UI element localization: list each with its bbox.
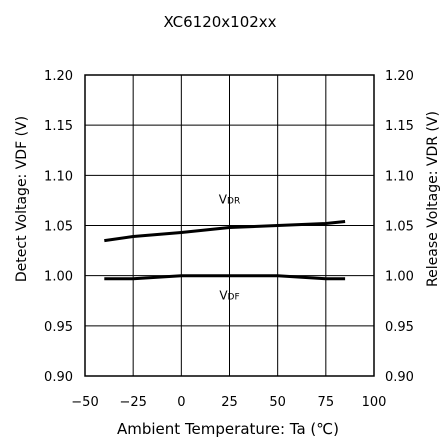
series-line-vdr [104,220,346,243]
plot-area: −50 −25 0 25 50 75 100 1.20 1.15 1.10 1.05 1.00 0.95… [44,69,414,410]
series-label-vdf: VDF [219,289,239,303]
y-tick-label-right: 1.10 [385,169,414,184]
x-tick-label: 25 [221,395,238,410]
y-tick-label-right: 0.90 [385,370,414,385]
plot-frame [84,74,375,377]
chart-title: XC6120x102xx [163,13,276,31]
y-tick-label-right: 1.00 [385,270,414,285]
y-tick-label-left: 1.05 [44,220,73,235]
x-tick-label: 75 [318,395,335,410]
y-tick-label-left: 1.15 [44,119,73,134]
y-tick-label-left: 1.00 [44,270,73,285]
y-tick-label-right: 1.15 [385,119,414,134]
x-tick-label: 0 [177,395,185,410]
y-tick-label-right: 0.95 [385,320,414,335]
y-axis-label-right: Release Voltage: VDR (V) [425,111,441,287]
y-tick-label-left: 1.20 [44,69,73,84]
y-tick-label-left: 0.90 [44,370,73,385]
y-tick-label-right: 1.20 [385,69,414,84]
x-tick-label: 100 [362,395,387,410]
series-line-vdf [104,274,346,281]
series-label-vdr: VDR [219,192,240,206]
y-tick-label-left: 0.95 [44,320,73,335]
y-axis-label-left: Detect Voltage: VDF (V) [14,116,30,282]
y-tick-label-right: 1.05 [385,220,414,235]
y-tick-label-left: 1.10 [44,169,73,184]
x-tick-label: −50 [71,395,98,410]
x-tick-label: 50 [269,395,286,410]
x-tick-label: −25 [119,395,146,410]
x-axis-label: Ambient Temperature: Ta (℃) [117,420,339,438]
